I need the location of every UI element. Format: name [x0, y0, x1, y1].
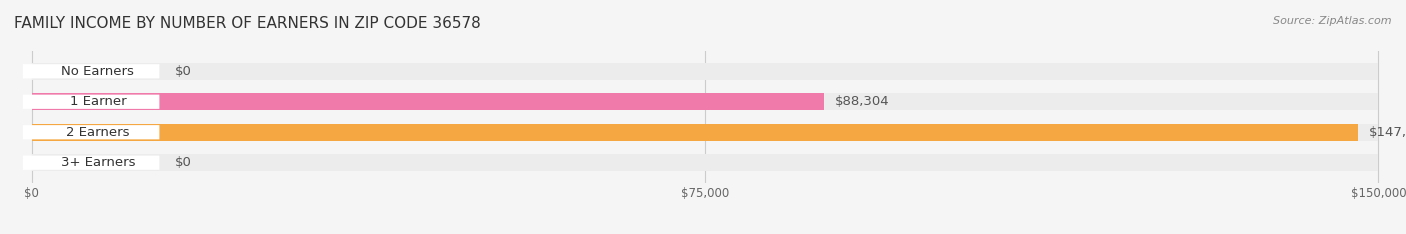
- FancyBboxPatch shape: [22, 156, 159, 170]
- Bar: [31, 63, 1378, 80]
- Bar: [31, 154, 1378, 171]
- FancyBboxPatch shape: [22, 95, 159, 109]
- Text: $147,750: $147,750: [1369, 126, 1406, 139]
- Text: 3+ Earners: 3+ Earners: [60, 156, 135, 169]
- FancyBboxPatch shape: [22, 125, 159, 139]
- Text: 2 Earners: 2 Earners: [66, 126, 129, 139]
- Text: FAMILY INCOME BY NUMBER OF EARNERS IN ZIP CODE 36578: FAMILY INCOME BY NUMBER OF EARNERS IN ZI…: [14, 16, 481, 31]
- FancyBboxPatch shape: [22, 64, 159, 78]
- Bar: [31, 124, 1378, 141]
- Text: 1 Earner: 1 Earner: [70, 95, 127, 108]
- Text: Source: ZipAtlas.com: Source: ZipAtlas.com: [1274, 16, 1392, 26]
- Text: $0: $0: [174, 65, 191, 78]
- Bar: [31, 93, 1378, 110]
- Bar: [31, 93, 824, 110]
- Text: $0: $0: [174, 156, 191, 169]
- Text: No Earners: No Earners: [62, 65, 135, 78]
- Bar: [31, 124, 1358, 141]
- Text: $88,304: $88,304: [835, 95, 890, 108]
